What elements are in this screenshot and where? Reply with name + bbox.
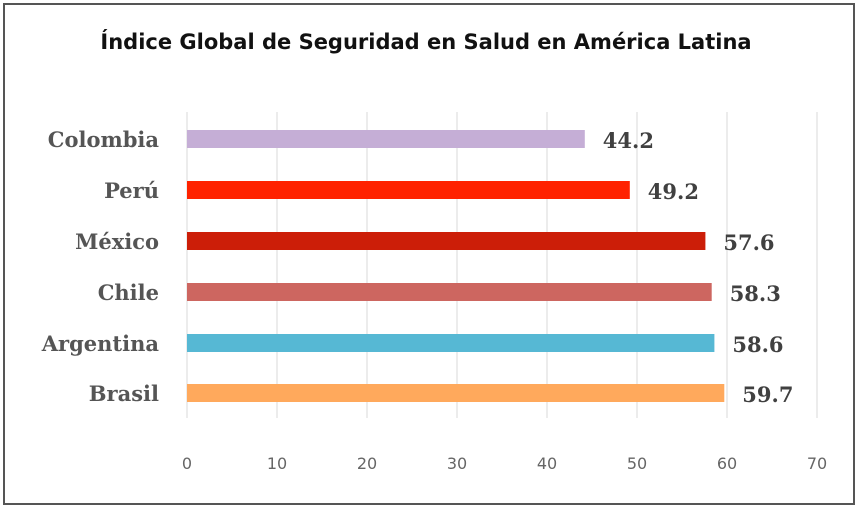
data-label: 58.6 — [732, 332, 783, 357]
data-label: 59.7 — [742, 382, 793, 407]
x-tick-label: 70 — [807, 454, 827, 473]
bar — [187, 334, 715, 352]
category-labels: Colombia Perú México Chile Argentina Brasil — [41, 127, 160, 406]
bar — [187, 181, 630, 199]
data-label: 44.2 — [603, 128, 654, 153]
category-label: Chile — [98, 280, 159, 305]
x-tick-label: 40 — [537, 454, 557, 473]
chart-title: Índice Global de Seguridad en Salud en A… — [100, 30, 752, 54]
x-tick-label: 60 — [717, 454, 737, 473]
value-labels: 44.2 49.2 57.6 58.3 58.6 59.7 — [603, 128, 794, 407]
category-label: Brasil — [89, 381, 159, 406]
x-axis-ticks: 0 10 20 30 40 50 60 70 — [182, 454, 827, 473]
x-tick-label: 50 — [627, 454, 647, 473]
data-label: 58.3 — [730, 281, 781, 306]
x-tick-label: 0 — [182, 454, 192, 473]
x-tick-label: 30 — [447, 454, 467, 473]
category-label: México — [75, 229, 159, 254]
chart-frame — [3, 3, 855, 505]
bar — [187, 283, 712, 301]
category-label: Argentina — [41, 331, 160, 356]
bar — [187, 384, 725, 402]
data-label: 49.2 — [648, 179, 699, 204]
bar — [187, 232, 706, 250]
data-label: 57.6 — [723, 230, 774, 255]
x-tick-label: 10 — [267, 454, 287, 473]
bars — [187, 130, 725, 402]
bar — [187, 130, 585, 148]
category-label: Perú — [104, 178, 159, 203]
grid-lines — [186, 112, 818, 418]
x-tick-label: 20 — [357, 454, 377, 473]
category-label: Colombia — [48, 127, 160, 152]
